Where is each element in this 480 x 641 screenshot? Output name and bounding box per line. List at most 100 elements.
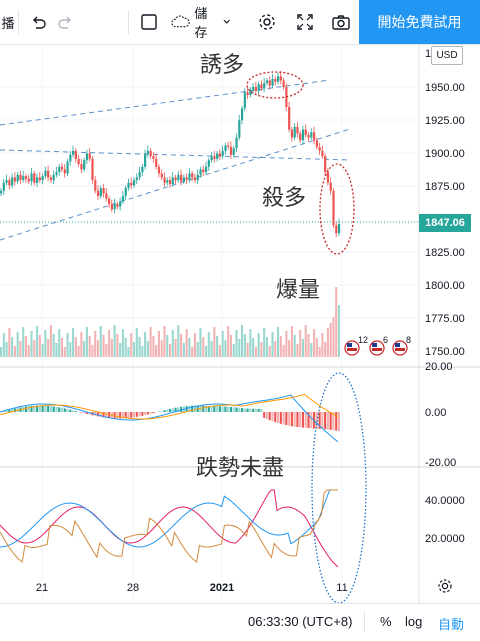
volume-bar (86, 327, 88, 357)
event-count: 12 (358, 335, 368, 345)
volume-bar (211, 341, 213, 357)
volume-bar (97, 340, 99, 357)
save-button[interactable]: 儲存 (170, 7, 230, 37)
candle-body (25, 176, 27, 179)
volume-bar (55, 343, 57, 357)
candle-body (130, 183, 132, 186)
candle-body (172, 177, 174, 184)
candle-body (199, 169, 201, 174)
macd-histogram-bar (330, 412, 332, 430)
volume-bar (147, 341, 149, 357)
volume-bar (111, 339, 113, 357)
candle-body (280, 76, 282, 80)
us-flag-icon (372, 343, 377, 347)
time-tick-label: 11 (336, 582, 347, 594)
volume-bar (307, 334, 309, 357)
screenshot-button[interactable] (328, 7, 354, 37)
settings-button[interactable] (254, 7, 280, 37)
macd-histogram-bar (274, 412, 276, 422)
volume-bar (61, 338, 63, 357)
macd-histogram-bar (280, 412, 282, 424)
volume-bar (271, 332, 273, 357)
macd-histogram-bar (302, 412, 304, 428)
macd-histogram-bar (249, 409, 251, 412)
macd-histogram-bar (283, 412, 285, 425)
toolbar-left-text[interactable]: 播 (0, 7, 16, 37)
candle-body (3, 183, 5, 191)
macd-histogram-bar (241, 408, 243, 412)
candle-body (111, 204, 113, 209)
fullscreen-button[interactable] (292, 7, 318, 37)
volume-bar (91, 345, 93, 357)
candle-body (213, 156, 215, 159)
macd-histogram-bar (83, 412, 85, 413)
volume-bar (291, 326, 293, 357)
candle-body (271, 79, 273, 86)
chart-settings-button[interactable] (439, 580, 451, 592)
start-free-trial-button[interactable]: 開始免費試用 (359, 0, 480, 44)
price-tick-label: 1750.00 (425, 346, 465, 358)
candle-body (244, 92, 246, 108)
price-tick-label: 1775.00 (425, 313, 465, 325)
candle-body (105, 193, 107, 198)
volume-bar (25, 336, 27, 357)
undo-button[interactable] (28, 7, 50, 37)
macd-histogram-bar (130, 412, 132, 418)
oscillator-pane (0, 490, 338, 567)
candle-body (139, 172, 141, 177)
price-tick-label: 1950.00 (425, 82, 465, 94)
volume-bar (75, 337, 77, 357)
event-count: 8 (406, 335, 411, 345)
volume-bar (150, 327, 152, 357)
macd-histogram-bar (224, 407, 226, 412)
volume-bar (64, 347, 66, 357)
candle-body (321, 151, 323, 156)
candle-body (327, 172, 329, 183)
candle-body (330, 183, 332, 191)
macd-histogram-bar (147, 412, 149, 414)
redo-button[interactable] (54, 7, 76, 37)
macd-histogram-bar (169, 409, 171, 412)
candle-body (28, 179, 30, 182)
trend-line (0, 129, 350, 240)
candle-body (66, 161, 68, 173)
candle-body (14, 177, 16, 181)
volume-bar (186, 329, 188, 357)
auto-scale-toggle[interactable]: 自動 (438, 614, 464, 633)
macd-histogram-bar (266, 412, 268, 419)
macd-histogram-bar (305, 412, 307, 428)
volume-bar (277, 327, 279, 357)
clock-readout[interactable]: 06:33:30 (UTC+8) (248, 614, 352, 629)
candle-body (260, 84, 262, 88)
candle-body (324, 156, 326, 172)
volume-bar (69, 342, 71, 357)
macd-histogram-bar (75, 411, 77, 412)
volume-bar (197, 342, 199, 357)
log-toggle[interactable]: log (405, 614, 422, 629)
volume-bar (44, 330, 46, 357)
trend-lines (0, 80, 350, 240)
volume-bar (39, 335, 41, 357)
macd-histogram-bar (263, 412, 265, 418)
volume-bar (258, 333, 260, 357)
volume-bar (116, 334, 118, 357)
macd-histogram-bar (238, 408, 240, 412)
price-chart[interactable]: 1950.001925.001900.001875.001825.001800.… (0, 45, 480, 603)
layout-button[interactable] (136, 7, 162, 37)
currency-badge[interactable]: USD (431, 46, 463, 65)
macd-histogram-bar (235, 408, 237, 412)
candle-body (216, 154, 218, 159)
volume-bar (105, 344, 107, 357)
us-flag-icon (347, 348, 357, 351)
percent-toggle[interactable]: % (380, 614, 392, 629)
candle-body (116, 204, 118, 207)
volume-bar (114, 325, 116, 357)
candle-body (266, 80, 268, 83)
last-price-tag: 1847.06 (419, 214, 471, 232)
volume-bar (169, 344, 171, 357)
macd-histogram-bar (338, 412, 340, 431)
candle-body (227, 146, 229, 147)
candle-body (114, 204, 116, 209)
volume-bar (11, 337, 13, 357)
